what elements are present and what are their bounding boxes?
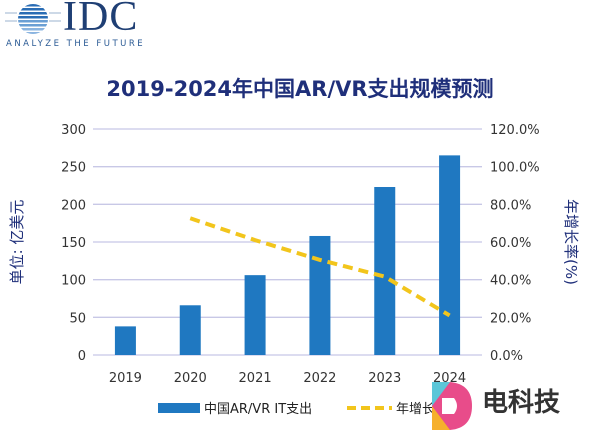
bar-2021 xyxy=(244,275,266,355)
y2-tick-label: 20.0% xyxy=(490,311,531,326)
watermark-text: 电科技 xyxy=(482,388,561,418)
logo-tagline: ANALYZE THE FUTURE xyxy=(6,39,146,49)
y2-axis-label: 年增长率(%) xyxy=(562,199,580,285)
brand-logo-icon xyxy=(432,382,472,430)
logo-name: IDC xyxy=(63,0,139,40)
y2-tick-label: 40.0% xyxy=(490,274,531,289)
bar-2019 xyxy=(114,326,136,355)
chart-title: 2019-2024年中国AR/VR支出规模预测 xyxy=(106,77,494,101)
y2-tick-label: 0.0% xyxy=(490,349,523,364)
y-tick-label: 300 xyxy=(61,123,86,138)
bar-2024 xyxy=(439,155,461,355)
bar-2022 xyxy=(309,235,331,355)
x-tick-label: 2021 xyxy=(239,371,272,386)
y2-tick-label: 60.0% xyxy=(490,236,531,251)
y-axis-label: 单位: 亿美元 xyxy=(8,200,26,285)
y2-tick-label: 120.0% xyxy=(490,123,540,138)
legend-bar-swatch xyxy=(158,403,200,413)
y-tick-label: 250 xyxy=(61,161,86,176)
y-tick-label: 150 xyxy=(61,236,86,251)
y-tick-label: 100 xyxy=(61,274,86,289)
x-tick-label: 2019 xyxy=(109,371,142,386)
y-tick-label: 50 xyxy=(69,311,86,326)
x-tick-label: 2020 xyxy=(174,371,207,386)
x-tick-label: 2023 xyxy=(368,371,401,386)
y-tick-label: 0 xyxy=(78,349,86,364)
y2-tick-label: 100.0% xyxy=(490,161,540,176)
bar-2023 xyxy=(374,187,396,355)
legend-bar-label: 中国AR/VR IT支出 xyxy=(204,402,312,417)
y-tick-label: 200 xyxy=(61,198,86,213)
idc-logo-icon xyxy=(5,4,61,34)
x-tick-label: 2022 xyxy=(303,371,336,386)
bar-2020 xyxy=(179,305,201,355)
y2-tick-label: 80.0% xyxy=(490,198,531,213)
